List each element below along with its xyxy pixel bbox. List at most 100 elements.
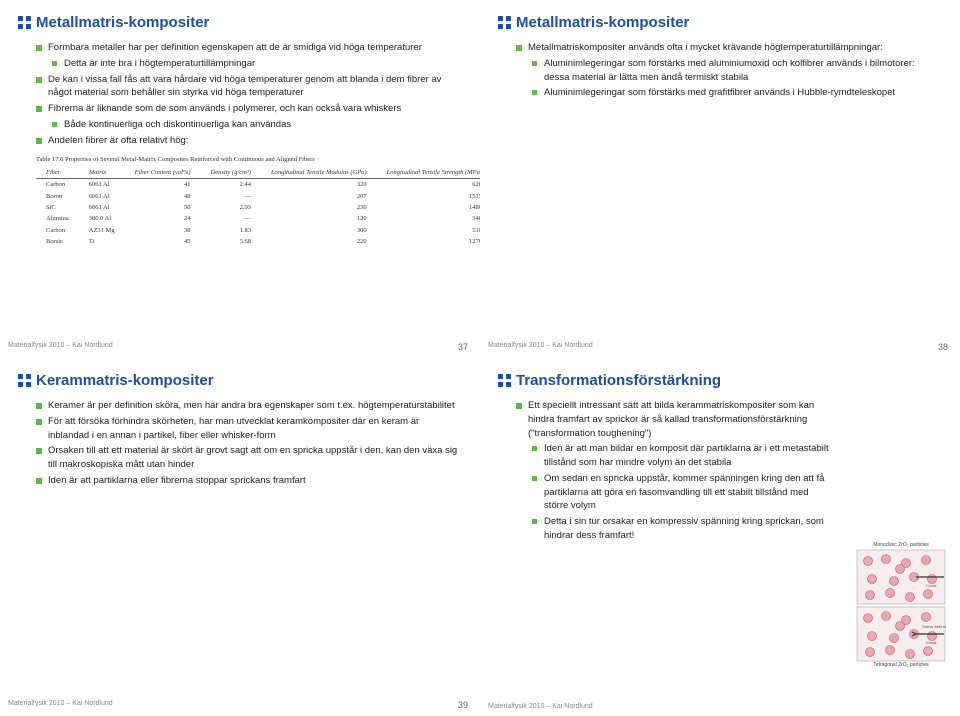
title-dot-grid [18, 16, 32, 30]
diagram-svg-top: Crack [856, 549, 946, 605]
table-cell: 300 [261, 225, 377, 236]
slide-title: Kerammatris-kompositer [36, 372, 460, 389]
bullet-item: Iden är att man bildar en komposit där p… [532, 442, 830, 470]
slide-content: Metallmatriskompositer används ofta i my… [516, 41, 940, 100]
slide-footer: Materialfysik 2010 – Kai Nordlund 38 [488, 342, 948, 352]
table-header: Fiber Content (vol%) [125, 167, 201, 179]
table-header: Longitudinal Tensile Modulus (GPa) [261, 167, 377, 179]
bullet-item: Andelen fibrer är ofta relativt hög: [36, 134, 460, 148]
properties-table: Table 17.6 Properties of Several Metal-M… [36, 155, 460, 247]
table-cell: 510 [377, 225, 480, 236]
table-cell: Alumina [36, 213, 79, 224]
bullet-item: Iden är att partiklarna eller fibrerna s… [36, 474, 460, 488]
table-cell: 1515 [377, 191, 480, 202]
bullet-item: Ett speciellt intressant sätt att bilda … [516, 399, 830, 440]
slide-title: Metallmatris-kompositer [516, 14, 940, 31]
table-cell: 3.68 [201, 236, 261, 247]
table-cell: 50 [125, 202, 201, 213]
page-number: 37 [458, 342, 468, 352]
bullet-item: Om sedan en spricka uppstår, kommer spän… [532, 472, 830, 513]
title-text: Metallmatris-kompositer [516, 14, 689, 31]
table-cell: SiC [36, 202, 79, 213]
table-cell: Carbon [36, 225, 79, 236]
table-header: Matrix [79, 167, 125, 179]
slide-transformation: Transformationsförstärkning Ett speciell… [480, 358, 960, 716]
table-cell: 24 [125, 213, 201, 224]
table-cell: 2.44 [201, 179, 261, 191]
slide-kerammatris: Kerammatris-kompositer Keramer är per de… [0, 358, 480, 716]
svg-text:Stress field region: Stress field region [922, 624, 946, 629]
table: FiberMatrixFiber Content (vol%)Density (… [36, 167, 480, 248]
table-row: Carbon6061 Al412.44320620 [36, 179, 480, 191]
footer-text: Materialfysik 2010 – Kai Nordlund [488, 342, 593, 352]
title-text: Metallmatris-kompositer [36, 14, 209, 31]
transformation-diagram: Monoclinic ZrO₂ particles Crack Stress f… [856, 543, 946, 668]
svg-text:Crack: Crack [926, 583, 936, 588]
slide-content: Keramer är per definition sköra, men har… [36, 399, 460, 488]
bullet-list: Ett speciellt intressant sätt att bilda … [516, 399, 830, 543]
title-dot-grid [498, 374, 512, 388]
title-dot-grid [18, 374, 32, 388]
table-cell: Boron [36, 191, 79, 202]
table-row: Boron6061 Al48—2071515 [36, 191, 480, 202]
diagram-svg-bottom: Stress field region Crack [856, 606, 946, 662]
table-cell: AZ31 Mg [79, 225, 125, 236]
table-caption: Table 17.6 Properties of Several Metal-M… [36, 155, 460, 164]
table-cell: 1270 [377, 236, 480, 247]
slide-title: Transformationsförstärkning [516, 372, 940, 389]
table-cell: Ti [79, 236, 125, 247]
slide-content: Formbara metaller har per definition ege… [36, 41, 460, 248]
svg-text:Crack: Crack [926, 640, 936, 645]
bullet-item: Fibrerna är liknande som de som används … [36, 102, 460, 116]
footer-text: Materialfysik 2010 – Kai Nordlund [488, 703, 593, 710]
bullet-item: Keramer är per definition sköra, men har… [36, 399, 460, 413]
table-cell: 6061 Al [79, 191, 125, 202]
table-row: SiC6061 Al502.932301480 [36, 202, 480, 213]
bullet-item: Formbara metaller har per definition ege… [36, 41, 460, 55]
table-cell: 6061 Al [79, 179, 125, 191]
slide-title: Metallmatris-kompositer [36, 14, 460, 31]
bullet-item: De kan i vissa fall fås att vara hårdare… [36, 73, 460, 101]
slide-footer: Materialfysik 2010 – Kai Nordlund 37 [8, 342, 468, 352]
table-cell: Carbon [36, 179, 79, 191]
bullet-item: Orsaken till att ett material är skört ä… [36, 444, 460, 472]
slide-footer: Materialfysik 2010 – Kai Nordlund [488, 703, 948, 710]
table-cell: — [201, 191, 261, 202]
table-cell: 220 [261, 236, 377, 247]
page-number: 38 [938, 342, 948, 352]
table-header: Fiber [36, 167, 79, 179]
table-cell: 340 [377, 213, 480, 224]
bullet-item: Aluminimlegeringar som förstärks med alu… [532, 57, 940, 85]
table-header: Density (g/cm³) [201, 167, 261, 179]
bullet-item: Metallmatriskompositer används ofta i my… [516, 41, 940, 55]
bullet-item: Både kontinuerliga och diskontinuerliga … [52, 118, 460, 132]
table-cell: 1480 [377, 202, 480, 213]
bullet-list: Keramer är per definition sköra, men har… [36, 399, 460, 488]
slide-metallmatris-2: Metallmatris-kompositer Metallmatriskomp… [480, 0, 960, 358]
table-cell: 620 [377, 179, 480, 191]
slide-content: Ett speciellt intressant sätt att bilda … [516, 399, 940, 543]
bullet-item: Detta är inte bra i högtemperaturtillämp… [52, 57, 460, 71]
table-cell: 320 [261, 179, 377, 191]
diagram-label-bottom: Tetragonal ZrO₂ particles [856, 663, 946, 669]
bullet-list: Metallmatriskompositer används ofta i my… [516, 41, 940, 100]
table-cell: 2.93 [201, 202, 261, 213]
title-dot-grid [498, 16, 512, 30]
table-cell: 45 [125, 236, 201, 247]
table-cell: 1.83 [201, 225, 261, 236]
table-cell: 48 [125, 191, 201, 202]
table-cell: 380.0 Al [79, 213, 125, 224]
bullet-item: För att försöka förhindra skörheten, har… [36, 415, 460, 443]
table-cell: 41 [125, 179, 201, 191]
table-cell: 207 [261, 191, 377, 202]
bullet-item: Detta i sin tur orsakar en kompressiv sp… [532, 515, 830, 543]
bullet-item: Aluminimlegeringar som förstärks med gra… [532, 86, 940, 100]
table-row: CarbonAZ31 Mg381.83300510 [36, 225, 480, 236]
table-cell: 38 [125, 225, 201, 236]
table-cell: Borsic [36, 236, 79, 247]
table-row: Alumina380.0 Al24—120340 [36, 213, 480, 224]
title-text: Kerammatris-kompositer [36, 372, 214, 389]
title-text: Transformationsförstärkning [516, 372, 721, 389]
page-number: 39 [458, 700, 468, 710]
table-cell: 6061 Al [79, 202, 125, 213]
